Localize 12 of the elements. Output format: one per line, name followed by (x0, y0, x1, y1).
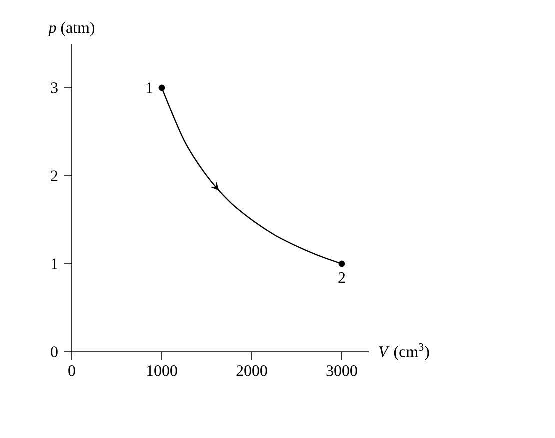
y-tick-label: 0 (51, 346, 58, 358)
y-axis-title: p (atm) (48, 22, 95, 36)
x-tick-label: 0 (68, 366, 76, 376)
y-tick-label: 3 (51, 82, 58, 94)
y-tick-label: 2 (51, 170, 58, 182)
x-tick-label: 2000 (236, 366, 268, 376)
annotation: 2 (338, 272, 346, 284)
x-tick-label: 1000 (147, 366, 178, 376)
annotation: 1 (146, 82, 153, 94)
x-axis-title: V (cm$^{3}$) (379, 343, 430, 361)
x-tick-label: 3000 (326, 366, 358, 376)
y-tick-label: 1 (52, 258, 58, 270)
